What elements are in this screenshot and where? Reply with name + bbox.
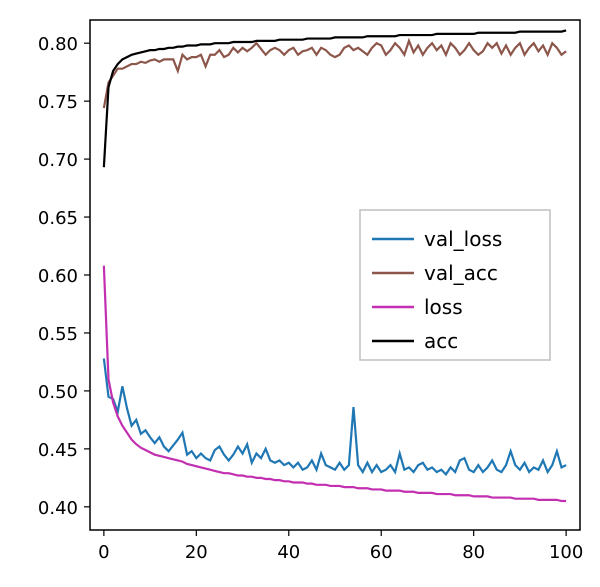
- y-tick-label: 0.65: [38, 208, 78, 229]
- y-tick-label: 0.80: [38, 34, 78, 55]
- training-metrics-chart: 0 20 40 60 80 100 0.40 0.45 0.50 0.55 0.60 0.65 0.70…: [0, 0, 600, 587]
- x-tick-label: 100: [549, 542, 583, 563]
- series-val_loss: [104, 358, 566, 474]
- y-tick-label: 0.70: [38, 150, 78, 171]
- legend-label-val_loss: val_loss: [424, 227, 502, 251]
- x-tick-label: 60: [370, 542, 393, 563]
- series-val_acc: [104, 41, 566, 108]
- y-tick-label: 0.50: [38, 382, 78, 403]
- legend-label-val_acc: val_acc: [424, 261, 498, 285]
- chart-svg: 0 20 40 60 80 100 0.40 0.45 0.50 0.55 0.60 0.65 0.70…: [0, 0, 600, 587]
- series-acc: [104, 30, 566, 167]
- y-tick-label: 0.60: [38, 266, 78, 287]
- legend-label-loss: loss: [424, 295, 463, 319]
- x-tick-label: 0: [98, 542, 109, 563]
- y-tick-label: 0.45: [38, 440, 78, 461]
- x-tick-label: 40: [277, 542, 300, 563]
- x-tick-label: 80: [462, 542, 485, 563]
- y-tick-label: 0.55: [38, 324, 78, 345]
- y-tick-label: 0.75: [38, 92, 78, 113]
- y-tick-label: 0.40: [38, 498, 78, 519]
- x-tick-label: 20: [185, 542, 208, 563]
- legend-label-acc: acc: [424, 329, 458, 353]
